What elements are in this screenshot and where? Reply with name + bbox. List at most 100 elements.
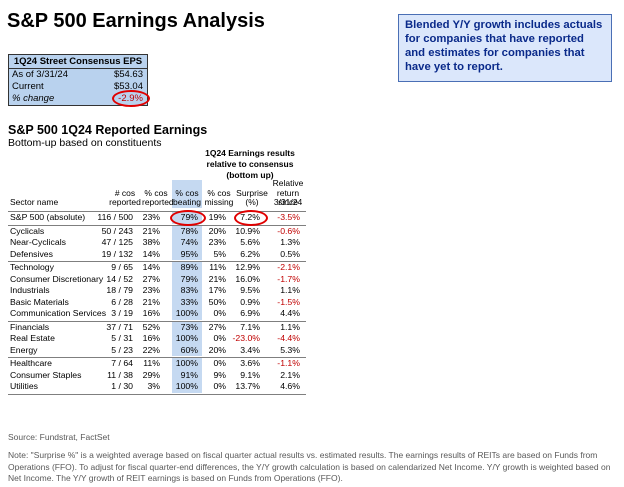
table-row: Near-Cyclicals 47 / 125 38% 74% 23% 5.6% 1.3% — [8, 237, 306, 249]
table-cell: 21% — [142, 296, 160, 307]
table-cell: 21% — [208, 273, 226, 284]
table-cell: 23% — [142, 212, 160, 222]
table-cell: 16% — [142, 333, 160, 343]
table-cell: 0% — [213, 308, 226, 318]
beating-column-highlight — [172, 180, 202, 208]
table-divider — [8, 320, 306, 322]
column-header: 3/31/24 — [273, 197, 303, 207]
table-row: Industrials 18 / 79 23% 83% 17% 9.5% 1.1% — [8, 285, 306, 297]
table-cell: 91% — [172, 369, 202, 381]
sector-name-cell: Real Estate — [10, 333, 55, 343]
table-cell: 0% — [213, 358, 226, 368]
column-header: missing — [204, 197, 234, 207]
table-divider — [8, 261, 306, 262]
section-subtitle: Bottom-up based on constituents — [8, 137, 162, 149]
column-header: % cos — [207, 187, 231, 198]
table-cell: 23% — [142, 285, 160, 295]
sector-name-cell: Defensives — [10, 248, 53, 259]
table-cell: 2.1% — [280, 369, 300, 380]
column-header: return since — [276, 187, 300, 207]
beating-circle-annotation — [170, 210, 206, 226]
table-cell: 52% — [142, 321, 160, 332]
sector-name-cell: Energy — [10, 344, 38, 355]
table-cell: 11% — [143, 358, 160, 368]
table-cell: 95% — [172, 248, 202, 260]
table-cell: 9 / 65 — [111, 262, 133, 272]
eps-row: As of 3/31/24 $54.63 — [8, 69, 148, 81]
table-cell: 9.1% — [240, 369, 260, 380]
eps-row-value: $54.63 — [113, 69, 143, 80]
table-cell: 79% — [172, 273, 202, 285]
eps-box-header: 1Q24 Street Consensus EPS — [8, 54, 148, 69]
eps-row-value: $53.04 — [113, 81, 143, 92]
table-cell: 74% — [172, 237, 202, 249]
table-cell: 4.6% — [280, 381, 300, 391]
table-cell: 3 / 19 — [111, 308, 133, 318]
table-cell: 6 / 28 — [111, 296, 133, 307]
column-header: % cos — [144, 187, 168, 198]
section-title: S&P 500 1Q24 Reported Earnings — [8, 123, 208, 137]
eps-row: Current $53.04 — [8, 81, 148, 93]
table-cell: 5.3% — [280, 344, 300, 355]
table-cell: 5 / 23 — [111, 344, 133, 355]
table-cell: -0.6% — [277, 225, 300, 236]
table-cell: 7.1% — [240, 321, 260, 332]
table-row: Energy 5 / 23 22% 60% 20% 3.4% 5.3% — [8, 344, 306, 356]
column-header: Relative — [272, 178, 304, 188]
table-cell: -1.1% — [277, 358, 300, 368]
table-cell: 27% — [208, 321, 226, 332]
sector-name-cell: Technology — [10, 262, 54, 272]
table-cell: -1.7% — [277, 273, 300, 284]
sector-name-cell: Consumer Staples — [10, 369, 82, 380]
table-cell: 73% — [172, 321, 202, 333]
column-header: % cos — [175, 187, 199, 198]
table-cell: -2.1% — [277, 262, 300, 272]
table-divider — [8, 357, 306, 358]
table-row: Consumer Discretionary 14 / 52 27% 79% 21% 16… — [8, 273, 306, 285]
table-row: Basic Materials 6 / 28 21% 33% 50% 0.9% -1.5% — [8, 296, 306, 308]
table-cell: 6.2% — [240, 248, 260, 259]
table-cell: 20% — [208, 344, 226, 355]
table-cell: 100% — [172, 381, 202, 393]
table-cell: 16% — [142, 308, 160, 318]
column-header: beating — [173, 197, 201, 207]
table-cell: 12.9% — [235, 262, 260, 272]
table-cell: 9% — [213, 369, 226, 380]
sector-name-cell: Industrials — [10, 285, 50, 295]
table-cell: 50% — [208, 296, 226, 307]
sector-name-cell: S&P 500 (absolute) — [10, 212, 86, 222]
page-title: S&P 500 Earnings Analysis — [7, 10, 265, 32]
results-group-header: 1Q24 Earnings results relative to consen… — [205, 148, 295, 180]
table-cell: 13.7% — [235, 381, 260, 391]
sector-name-cell: Consumer Discretionary — [10, 273, 104, 284]
table-cell: 10.9% — [235, 225, 260, 236]
table-cell: 33% — [172, 296, 202, 308]
surprise-circle-annotation — [234, 210, 268, 226]
table-cell: 47 / 125 — [101, 237, 133, 247]
column-header: # cos — [114, 187, 136, 198]
table-row: Technology 9 / 65 14% 89% 11% 12.9% -2.1% — [8, 262, 306, 274]
table-cell: 5 / 31 — [111, 333, 133, 343]
table-cell: -4.4% — [277, 333, 300, 343]
table-cell: 1.1% — [280, 285, 300, 295]
table-row: Financials 37 / 71 52% 73% 27% 7.1% 1.1% — [8, 321, 306, 333]
table-cell: 20% — [208, 225, 226, 236]
table-row: Communication Services 3 / 19 16% 100% 0% 6.9… — [8, 308, 306, 320]
table-cell: 4.4% — [280, 308, 300, 318]
column-header: Surprise — [236, 187, 268, 198]
table-row: Cyclicals 50 / 243 21% 78% 20% 10.9% -0.6% — [8, 225, 306, 237]
table-cell: 29% — [142, 369, 160, 380]
table-cell: 6.9% — [240, 308, 260, 318]
table-cell: 1.3% — [280, 237, 300, 247]
footnote: Note: "Surprise %" is a weighted average… — [8, 450, 611, 483]
column-header: reported — [109, 197, 141, 207]
table-row: Real Estate 5 / 31 16% 100% 0% -23.0% -4.4% — [8, 333, 306, 345]
table-cell: 1 / 30 — [111, 381, 133, 391]
table-cell: 100% — [172, 308, 202, 320]
table-cell: 3.6% — [240, 358, 260, 368]
column-header: reported — [142, 197, 174, 207]
table-cell: 22% — [142, 344, 160, 355]
table-cell: 27% — [142, 273, 160, 284]
table-cell: 18 / 79 — [106, 285, 133, 295]
table-cell: 5% — [213, 248, 226, 259]
